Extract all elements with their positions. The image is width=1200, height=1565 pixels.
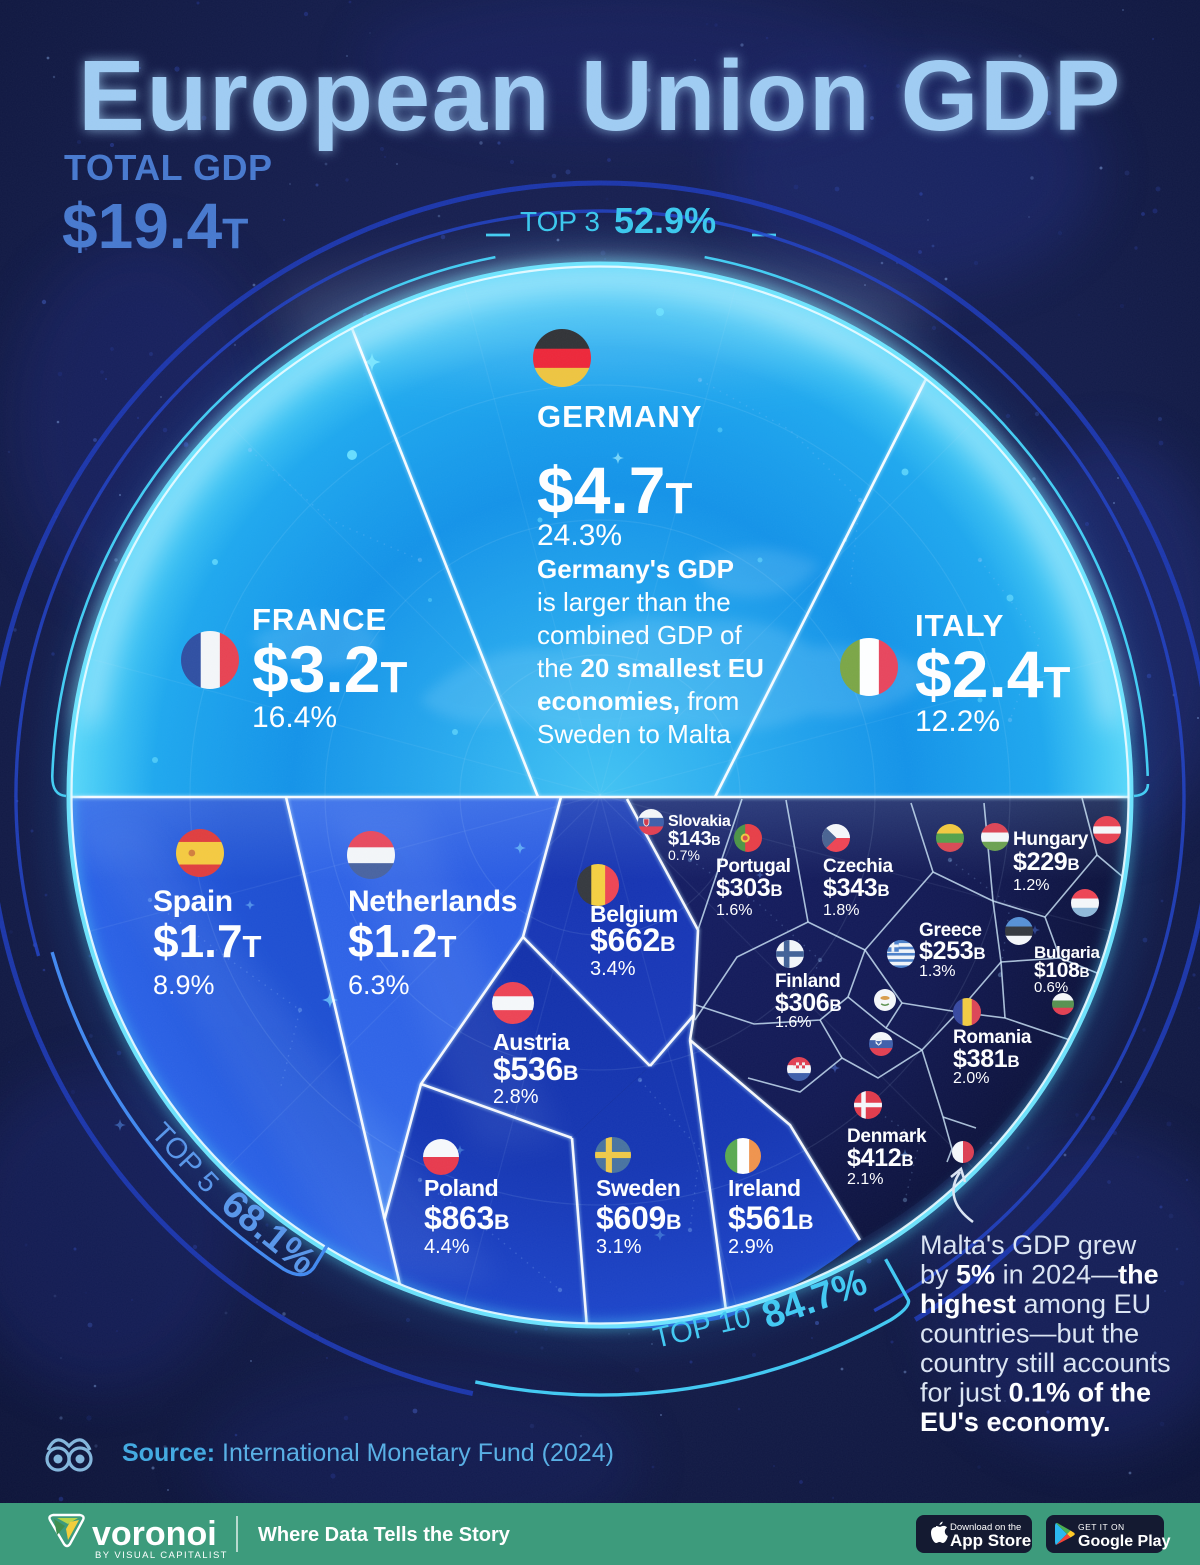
- svg-text:Google Play: Google Play: [1078, 1533, 1171, 1550]
- svg-text:voronoi: voronoi: [92, 1515, 217, 1553]
- svg-text:GET IT ON: GET IT ON: [1078, 1522, 1125, 1532]
- svg-text:Where Data Tells the Story: Where Data Tells the Story: [258, 1524, 511, 1546]
- svg-text:Download on the: Download on the: [950, 1522, 1021, 1533]
- svg-text:App Store: App Store: [950, 1531, 1031, 1550]
- svg-text:BY VISUAL CAPITALIST: BY VISUAL CAPITALIST: [95, 1550, 228, 1561]
